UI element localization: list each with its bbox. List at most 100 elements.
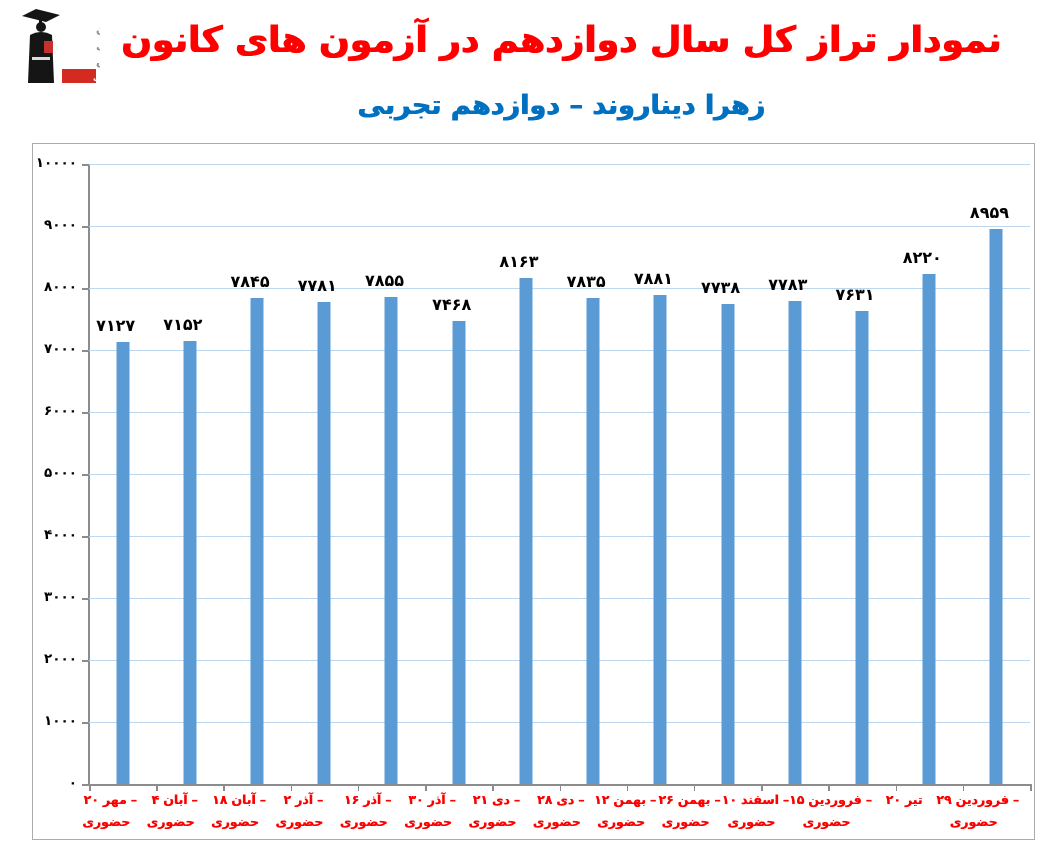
bar-value-label: ۷۱۵۲ [163,314,203,334]
gridline [89,288,1030,289]
bar-column: ۸۲۲۰ [896,164,963,784]
y-tick-mark [82,474,89,476]
y-tick-label: ۵۰۰۰ [44,465,77,481]
bar [922,274,936,784]
plot-area: ۷۱۲۷ ۷۱۵۲ ۷۸۴۵ ۷۷۸۱ ۷۸۵۵ ۷۴۶۸ ۸۱۶۳ ۷۸۳۵ ۷۸۸۱ ۷۷۳۸… [89,164,1030,784]
bar-value-label: ۷۷۳۸ [701,278,741,298]
y-tick-mark [82,722,89,724]
bar [989,228,1003,784]
y-tick-mark [82,350,89,352]
y-tick-label: ۱۰۰۰۰ [35,155,77,171]
bar-column: ۷۴۶۸ [425,164,492,784]
y-tick-mark [82,412,89,414]
x-tick-label-date: ۲۱ دی – [472,792,521,807]
bar-column: ۷۸۸۱ [627,164,694,784]
x-tick-label-date: ۱۰ اسفند – [721,792,790,807]
x-tick-label: ۲۱ دی – حضوری [468,792,539,829]
bar-column: ۷۷۸۱ [291,164,358,784]
bar-value-label: ۷۷۸۳ [768,275,808,295]
x-tick-label: ۲۰ تیر [883,792,947,829]
y-tick-mark [82,660,89,662]
gridline [89,164,1030,165]
gridline [89,474,1030,475]
bar [721,304,735,784]
x-tick-label-date: ۲۰ تیر [885,792,923,807]
x-tick-label-mode: حضوری [146,814,195,829]
x-tick-label: ۲۶ بهمن – حضوری [658,792,732,829]
logo-text-line1: کانون [96,23,100,36]
y-tick-label: ۳۰۰۰ [44,589,77,605]
x-tick-label-date: ۲۸ دی – [537,792,585,807]
bar [183,340,197,784]
gridline [89,536,1030,537]
x-tick-label-mode: حضوری [339,814,388,829]
y-tick-label: ۷۰۰۰ [44,341,77,357]
y-tick-label: ۱۰۰۰ [44,713,77,729]
x-tick-label-mode: حضوری [727,814,776,829]
x-tick-label: ۱۶ آذر – حضوری [340,792,410,829]
x-tick-mark [693,784,696,791]
x-tick-mark [895,784,898,791]
x-tick-mark [89,784,91,791]
bar [586,298,600,784]
y-tick-mark [82,598,89,600]
x-tick-label-mode: حضوری [597,814,645,829]
bar [317,301,331,784]
bar-chart: ۷۱۲۷ ۷۱۵۲ ۷۸۴۵ ۷۷۸۱ ۷۸۵۵ ۷۴۶۸ ۸۱۶۳ ۷۸۳۵ ۷۸۸۱ ۷۷۳۸… [32,143,1035,840]
y-tick-mark [82,536,89,538]
y-tick-mark [82,164,89,166]
gridline [89,598,1030,599]
x-tick-label-mode: حضوری [532,814,581,829]
bar-value-label: ۸۹۵۹ [969,202,1009,222]
bar [519,277,533,784]
bar-column: ۷۸۵۵ [358,164,425,784]
bar-value-label: ۷۶۳۱ [835,284,875,304]
x-tick-label: ۱۸ آبان – حضوری [211,792,282,829]
x-tick-mark [828,784,830,791]
bar [384,297,398,784]
logo-badge: قلم چی [93,73,100,83]
bar-column: ۷۸۴۵ [223,164,290,784]
bar-value-label: ۷۸۵۵ [364,271,405,290]
y-tick-mark [82,226,89,228]
x-tick-label: ۱۵ فروردین – حضوری [789,792,883,829]
y-tick-label: ۲۰۰۰ [44,651,77,667]
x-tick-mark [223,784,225,791]
x-tick-label: ۱۲ بهمن – حضوری [594,792,668,829]
x-tick-label: ۲۹ فروردین – حضوری [936,792,1030,829]
x-tick-label-mode: حضوری [802,814,851,829]
bar-value-label: ۷۷۸۱ [297,275,337,295]
bar-value-label: ۷۴۶۸ [432,294,472,314]
chart-subtitle: زهرا دیناروند – دوازدهم تجربی [357,90,766,121]
x-tick-label: ۲ آذر – حضوری [275,792,346,829]
bar-value-label: ۷۸۴۵ [230,271,270,291]
x-tick-mark [559,784,561,791]
y-tick-mark [82,784,89,786]
bar [653,295,667,784]
logo-text-line2: فرهنگی [96,39,100,52]
x-tick-mark [425,784,427,791]
x-tick-mark [1030,784,1032,791]
x-tick-label-date: ۱۶ آذر – [343,792,392,807]
y-tick-label: ۹۰۰۰ [44,217,77,233]
x-tick-label-date: ۴ آبان – [151,792,198,807]
x-tick-label-date: ۲۰ مهر – [83,792,137,807]
bar-value-label: ۸۱۶۳ [499,251,539,271]
kanoon-logo: کانون فرهنگی آموزش قلم چی [22,9,100,83]
x-tick-mark [290,784,293,791]
x-tick-label: ۳۰ آذر – حضوری [404,792,475,829]
graduate-figure-icon [22,9,60,83]
y-tick-label: ۶۰۰۰ [44,403,77,419]
bar-column: ۸۱۶۳ [492,164,559,784]
bar-column: ۷۷۳۸ [694,164,761,784]
gridline [89,722,1030,723]
bar-value-label: ۷۸۳۵ [566,272,606,292]
x-tick-label-date: ۱۵ فروردین – [789,792,872,807]
x-tick-label-mode: حضوری [468,814,517,829]
x-tick-label-row: ۲۰ مهر – حضوری ۴ آبان – حضوری ۱۸ آبان – حضوری ۲ آذر – ح… [82,792,1030,829]
bar-column: ۸۹۵۹ [963,164,1030,784]
x-tick-label-mode: حضوری [210,814,259,829]
x-tick-label: ۲۰ مهر – حضوری [82,792,153,829]
y-tick-mark [82,288,89,290]
